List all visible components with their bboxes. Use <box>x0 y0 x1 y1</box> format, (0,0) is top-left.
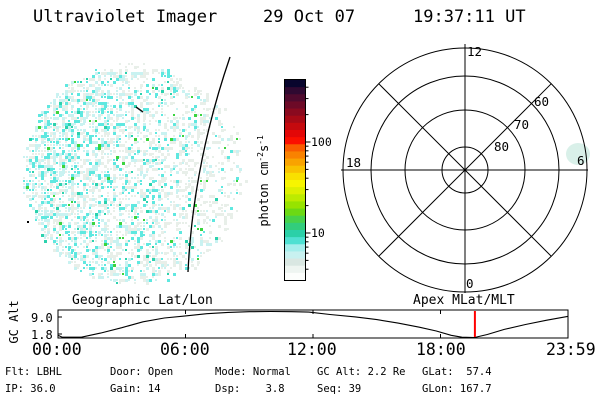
colorbar-gradient <box>285 80 305 281</box>
mlat-label-70: 70 <box>514 117 530 132</box>
colorbar-ticks <box>305 86 311 270</box>
unit-exponent: -1 <box>256 135 266 145</box>
date-label: 29 Oct 07 <box>263 7 356 27</box>
status-flt: Flt: LBHL <box>5 366 62 378</box>
xtick-1800: 18:00 <box>416 340 466 359</box>
status-door: Door: Open <box>110 366 174 378</box>
disk-artifact-dot <box>27 221 29 223</box>
polar-emission-patch <box>566 143 590 165</box>
timeline-panel <box>57 309 569 339</box>
status-glon: GLon: 167.7 <box>422 383 492 395</box>
ytick-1-8: 1.8 <box>31 328 53 342</box>
timeline-left-title: Geographic Lat/Lon <box>72 293 213 308</box>
status-dsp: Dsp: 3.8 <box>215 383 285 395</box>
xtick-2359: 23:59 <box>546 340 596 359</box>
status-mode: Mode: Normal <box>215 366 291 378</box>
mlt-label-6: 6 <box>577 153 585 168</box>
terminator-line <box>187 56 231 273</box>
status-glat: GLat: 57.4 <box>422 366 492 378</box>
status-seq: Seq: 39 <box>317 383 362 395</box>
timeline-axis-ticks <box>58 310 441 338</box>
mlt-label-0: 0 <box>466 276 474 291</box>
unit-exponent: -2 <box>256 152 266 162</box>
timeline-y-axis-label: GC Alt <box>7 300 22 344</box>
uv-disk-image <box>23 63 248 285</box>
status-gain: Gain: 14 <box>110 383 161 395</box>
xtick-1200: 12:00 <box>287 340 337 359</box>
mlt-label-18: 18 <box>346 155 362 170</box>
colorbar-tick-100: 100 <box>311 135 332 149</box>
ytick-9: 9.0 <box>31 311 53 325</box>
polar-grid <box>341 44 588 293</box>
colorbar-tick-10: 10 <box>311 226 325 240</box>
polar-plot <box>341 44 590 293</box>
timeline-right-title: Apex MLat/MLT <box>413 293 515 308</box>
instrument-title: Ultraviolet Imager <box>33 7 218 27</box>
status-ip: IP: 36.0 <box>5 383 56 395</box>
gc-alt-curve <box>57 310 568 339</box>
xtick-0600: 06:00 <box>160 340 210 359</box>
colorbar-border <box>284 79 306 281</box>
unit-text: photon cm <box>257 161 272 227</box>
mlt-label-12: 12 <box>467 44 483 59</box>
xtick-0000: 00:00 <box>32 340 82 359</box>
mlat-label-60: 60 <box>534 94 550 109</box>
time-label: 19:37:11 UT <box>413 7 526 27</box>
disk-artifact-dash <box>135 106 144 113</box>
status-gc-alt: GC Alt: 2.2 Re <box>317 366 406 378</box>
colorbar-unit-label: photon cm-2s-1 <box>256 111 272 251</box>
unit-text: s <box>257 144 272 153</box>
mlat-label-80: 80 <box>494 139 510 154</box>
